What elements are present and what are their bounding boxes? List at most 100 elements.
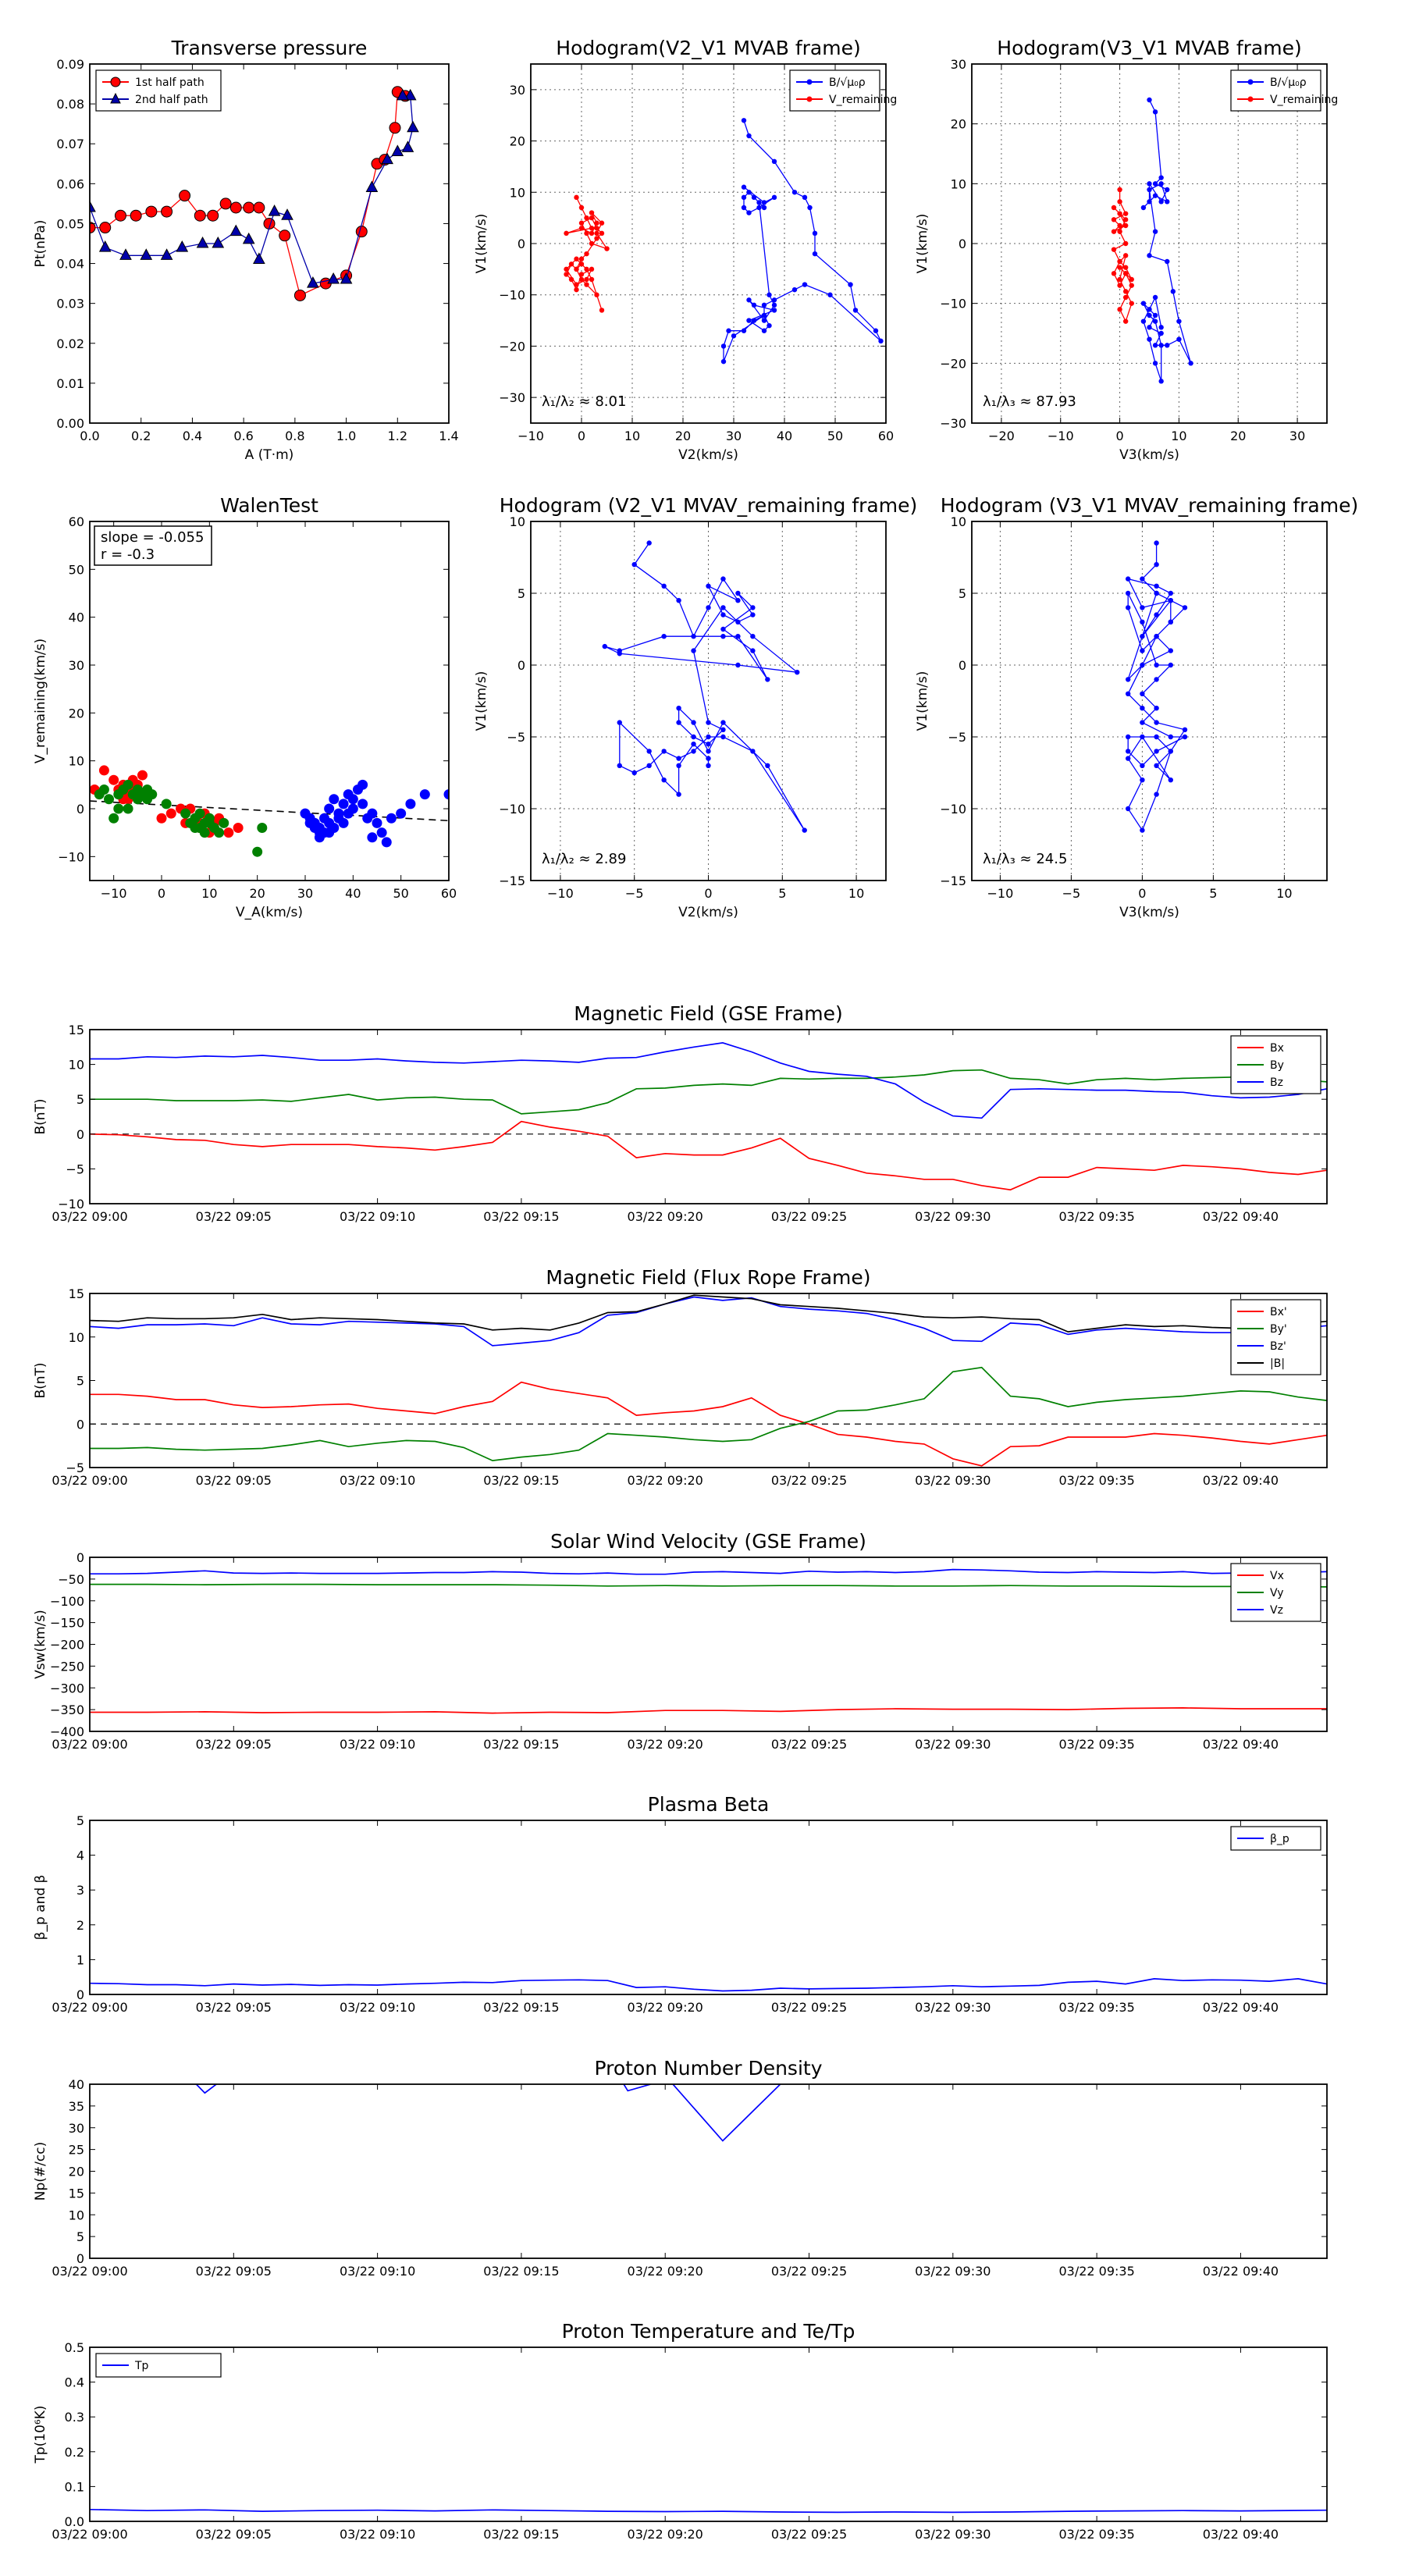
y-tick-label: 10 (69, 754, 84, 769)
data-point (1122, 265, 1129, 270)
legend-box (1230, 1035, 1321, 1094)
series-line-0 (90, 1978, 1327, 1992)
data-point (584, 215, 589, 221)
series-line-0 (90, 1120, 1327, 1191)
y-tick-label: −250 (50, 1659, 84, 1674)
x-tick-label: 03/22 09:35 (1058, 1209, 1134, 1224)
data-point (574, 282, 579, 287)
data-point (676, 720, 681, 725)
x-tick-label: 03/22 09:25 (771, 2000, 847, 2015)
y-tick-label: −10 (499, 288, 525, 303)
data-point (720, 720, 726, 725)
y-tick-label: 0.1 (65, 2479, 84, 2494)
data-point (735, 598, 741, 603)
x-tick-label: 03/22 09:25 (771, 1473, 847, 1488)
x-tick-label: 5 (778, 886, 786, 901)
data-point (1140, 734, 1145, 740)
data-point (1154, 612, 1159, 617)
x-tick-label: −10 (101, 886, 127, 901)
data-point (827, 292, 833, 297)
x-tick-label: 03/22 09:40 (1203, 1473, 1279, 1488)
data-point (1140, 634, 1145, 639)
y-tick-label: 4 (76, 1848, 84, 1863)
data-point (1154, 749, 1159, 754)
data-point (568, 276, 574, 283)
legend-label: Bz (1270, 1076, 1283, 1089)
data-point (720, 343, 727, 349)
y-tick-label: 60 (69, 514, 84, 529)
data-point (852, 308, 859, 313)
data-point (594, 292, 599, 297)
series-line-0 (193, 2084, 781, 2142)
chart-title: Magnetic Field (Flux Rope Frame) (546, 1266, 870, 1289)
legend-label: Vz (1270, 1604, 1283, 1617)
plot-area (1111, 97, 1193, 384)
y-axis-label: V1(km/s) (474, 671, 489, 731)
data-point (1158, 175, 1164, 180)
y-tick-label: −50 (58, 1572, 84, 1587)
y-tick-label: 35 (69, 2099, 84, 2114)
data-point (812, 251, 818, 257)
series-line-1 (90, 1583, 1327, 1588)
stats-line: r = -0.3 (101, 546, 155, 563)
y-tick-label: 5 (76, 1374, 84, 1389)
data-point (1182, 605, 1188, 610)
chart-p_bgse: 03/22 09:00 03/22 09:05 03/22 09:10 03/22 0… (33, 1002, 1328, 1224)
data-point (90, 222, 96, 234)
series-line-1 (1112, 190, 1133, 323)
data-point (756, 205, 762, 211)
data-point (347, 794, 358, 805)
data-point (161, 205, 173, 218)
data-point (741, 328, 747, 333)
x-tick-label: 03/22 09:10 (340, 1209, 415, 1224)
data-point (848, 282, 853, 287)
data-point (574, 194, 579, 201)
data-point (1140, 318, 1147, 324)
series-line-1 (565, 197, 609, 311)
data-point (367, 832, 378, 843)
legend-label: Tp (134, 2360, 149, 2372)
y-tick-label: 0.03 (56, 297, 84, 311)
y-tick-label: 0.5 (65, 2340, 84, 2355)
legend-label: V_remaining (829, 94, 897, 106)
plot-area (90, 1568, 1327, 1714)
x-tick-label: 30 (1289, 429, 1305, 443)
series-line-2 (90, 1296, 1327, 1347)
y-tick-label: 0.07 (56, 137, 84, 151)
y-tick-label: 20 (510, 134, 525, 149)
legend-label: Vx (1270, 1570, 1284, 1582)
y-tick-label: 20 (69, 2165, 84, 2179)
legend-box (789, 69, 880, 112)
data-point (257, 823, 268, 834)
x-tick-label: −20 (988, 429, 1015, 443)
data-point (1140, 205, 1147, 211)
x-tick-label: 10 (201, 886, 217, 901)
data-point (1165, 258, 1170, 265)
x-tick-label: 0.8 (285, 429, 304, 443)
x-tick-label: 30 (726, 429, 742, 443)
x-tick-label: 03/22 09:30 (915, 2527, 991, 2542)
data-point (161, 799, 172, 809)
data-point (1117, 199, 1122, 205)
data-point (750, 648, 756, 653)
data-point (1111, 205, 1117, 211)
data-point (720, 734, 726, 740)
data-point (631, 562, 637, 568)
data-point (1140, 706, 1145, 711)
y-tick-label: 5 (959, 586, 966, 601)
data-point (443, 789, 449, 800)
series-line-0 (1143, 99, 1192, 382)
data-point (568, 262, 574, 267)
axes-frame (971, 521, 1328, 881)
data-point (223, 827, 234, 838)
series-line-0 (90, 1707, 1327, 1714)
axes-frame (89, 521, 450, 881)
chart-p_bfr: 03/22 09:00 03/22 09:05 03/22 09:10 03/22 0… (33, 1266, 1328, 1488)
legend: Bx By Bz (1230, 1035, 1321, 1094)
data-point (98, 240, 112, 252)
y-tick-label: 0.4 (65, 2375, 84, 2390)
data-point (1152, 181, 1158, 187)
data-point (1122, 294, 1129, 301)
data-point (1126, 691, 1131, 696)
data-point (1168, 648, 1174, 653)
